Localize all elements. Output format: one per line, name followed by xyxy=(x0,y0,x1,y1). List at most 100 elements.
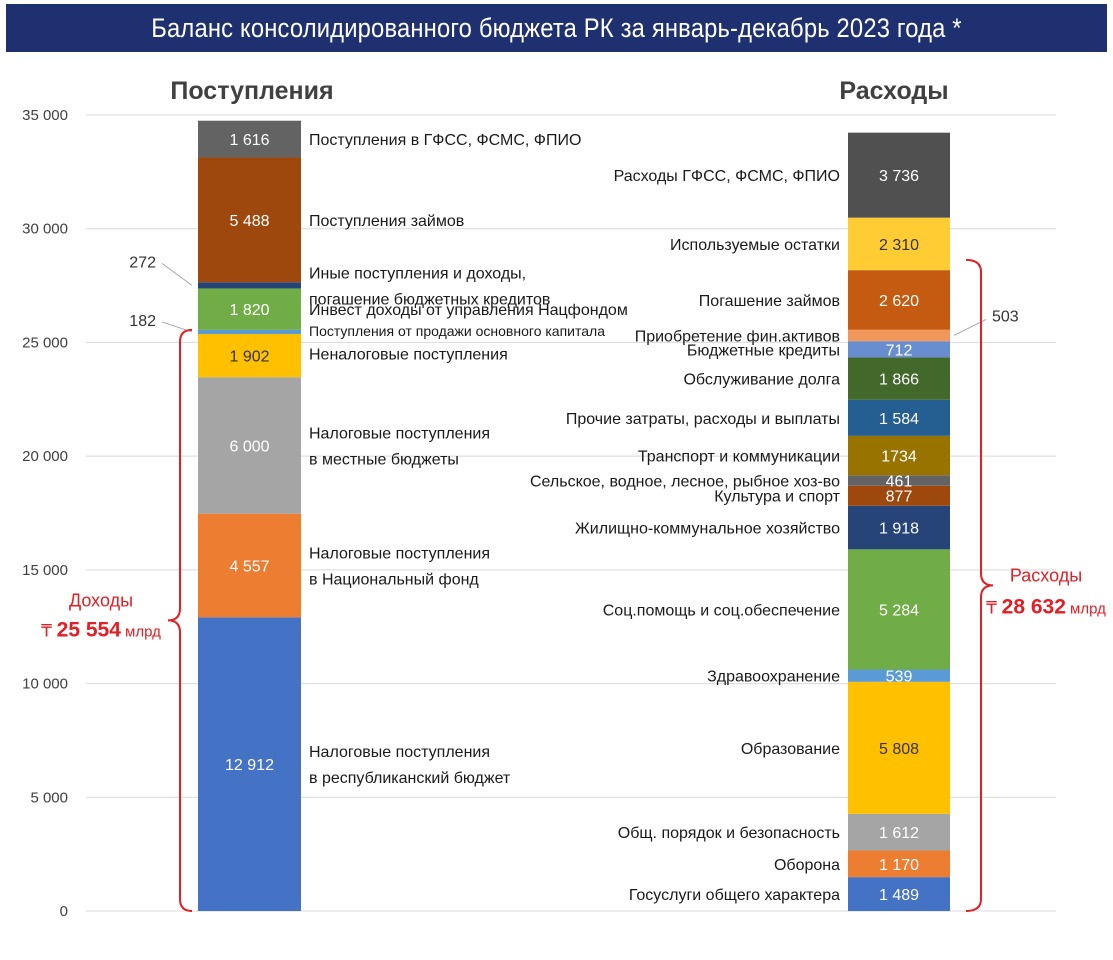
category-label: Соц.помощь и соц.обеспечение xyxy=(603,602,840,619)
bar-segment xyxy=(848,217,950,271)
data-label: 1 820 xyxy=(229,302,269,319)
data-label: 1 866 xyxy=(879,372,919,389)
category-label: Поступления от продажи основного капитал… xyxy=(309,323,605,339)
chart-svg: 0 5 000 10 000 15 000 20 000 25 000 30 000 35 0… xyxy=(22,77,1106,920)
bar-segment xyxy=(198,282,301,289)
category-label: Погашение займов xyxy=(699,293,840,310)
total-label: Расходы xyxy=(1010,565,1082,585)
y-tick-label: 35 000 xyxy=(22,107,68,124)
data-label: 182 xyxy=(129,313,156,330)
category-label: Неналоговые поступления xyxy=(309,347,508,364)
category-label: Налоговые поступления xyxy=(309,425,490,442)
data-label: 12 912 xyxy=(225,757,274,774)
category-label: Обслуживание долга xyxy=(683,372,840,389)
column-header-left: Поступления xyxy=(170,77,333,105)
bar-segment xyxy=(848,813,950,851)
category-label: погашение бюджетных кредитов xyxy=(309,291,550,308)
data-label: 5 284 xyxy=(879,602,919,619)
data-label: 539 xyxy=(886,669,913,686)
data-label: 1734 xyxy=(881,449,917,466)
category-label: Поступления в ГФСС, ФСМС, ФПИО xyxy=(309,132,581,149)
data-label: 4 557 xyxy=(229,559,269,576)
data-label: 1 612 xyxy=(879,825,919,842)
bar-segment xyxy=(848,549,950,670)
data-label: 5 488 xyxy=(229,213,269,230)
category-label: в местные бюджеты xyxy=(309,451,459,468)
bar-segment xyxy=(848,681,950,814)
category-label: Госуслуги общего характера xyxy=(629,887,840,904)
category-label: Иные поступления и доходы, xyxy=(309,265,526,282)
category-label: Общ. порядок и безопасность xyxy=(618,825,840,842)
y-tick-label: 10 000 xyxy=(22,676,68,693)
category-label: Налоговые поступления xyxy=(309,546,490,563)
bar-segment xyxy=(848,485,950,506)
bar-segment xyxy=(198,333,301,378)
category-label: Транспорт и коммуникации xyxy=(638,449,840,466)
bar-segment xyxy=(848,341,950,358)
leader-line xyxy=(161,262,193,286)
y-tick-label: 15 000 xyxy=(22,562,68,579)
category-label: Поступления займов xyxy=(309,213,464,230)
data-label: 2 310 xyxy=(879,237,919,254)
total-label: Доходы xyxy=(69,590,133,610)
category-label: Жилищно-коммунальное хозяйство xyxy=(575,521,840,538)
category-label: Культура и спорт xyxy=(714,489,840,506)
y-tick-label: 30 000 xyxy=(22,221,68,238)
bar-segment xyxy=(848,270,950,330)
data-label: 1 902 xyxy=(229,349,269,366)
data-label: 3 736 xyxy=(879,168,919,185)
bar-segment xyxy=(848,505,950,550)
bar-segment xyxy=(848,435,950,476)
category-label: Образование xyxy=(741,741,840,758)
bar-segment xyxy=(198,513,301,618)
column-header-right: Расходы xyxy=(839,77,948,105)
bar-segment xyxy=(848,475,950,486)
revenue-brace xyxy=(167,328,193,912)
data-label: 1 489 xyxy=(879,887,919,904)
category-label: Оборона xyxy=(774,857,840,874)
y-tick-label: 20 000 xyxy=(22,448,68,465)
data-label: 1 918 xyxy=(879,521,919,538)
bar-segment xyxy=(198,157,301,283)
bar-segment xyxy=(198,377,301,514)
total-value: ₸ 25 554 млрд xyxy=(41,618,161,641)
category-label: Прочие затраты, расходы и выплаты xyxy=(566,411,840,428)
total-value: ₸ 28 632 млрд xyxy=(986,595,1106,618)
bar-segment xyxy=(848,850,950,878)
category-label: Используемые остатки xyxy=(670,237,840,254)
bar-segment xyxy=(198,329,301,334)
bar-segment xyxy=(848,669,950,682)
y-tick-label: 25 000 xyxy=(22,334,68,351)
data-label: 6 000 xyxy=(229,438,269,455)
expenses-brace xyxy=(965,258,994,912)
chart-title: Баланс консолидированного бюджета РК за … xyxy=(151,12,962,43)
data-label: 877 xyxy=(886,489,913,506)
chart-panel: 0 5 000 10 000 15 000 20 000 25 000 30 000 35 0… xyxy=(6,60,1107,956)
bar-segment xyxy=(848,399,950,436)
category-label: Налоговые поступления xyxy=(309,744,490,761)
data-label: 461 xyxy=(886,474,913,491)
data-label: 2 620 xyxy=(879,293,919,310)
data-label: 5 808 xyxy=(879,741,919,758)
category-label: Здравоохранение xyxy=(707,669,840,686)
category-label: в Национальный фонд xyxy=(309,572,479,589)
bar-segment xyxy=(848,329,950,342)
bar-segment xyxy=(198,288,301,330)
data-label: 1 584 xyxy=(879,411,919,428)
data-label: 1 616 xyxy=(229,132,269,149)
title-bar: Баланс консолидированного бюджета РК за … xyxy=(6,4,1107,52)
bar-segment xyxy=(848,132,950,218)
data-label: 503 xyxy=(992,308,1019,325)
data-label: 1 170 xyxy=(879,857,919,874)
category-label: в республиканский бюджет xyxy=(309,770,511,787)
category-label: Расходы ГФСС, ФСМС, ФПИО xyxy=(614,168,840,185)
category-label: Бюджетные кредиты xyxy=(687,342,840,359)
y-tick-label: 0 xyxy=(60,903,68,920)
category-label: Инвест доходы от управления Нацфондом xyxy=(309,302,628,319)
bar-segment xyxy=(198,617,301,911)
bar-segment xyxy=(848,877,950,911)
bar-segment xyxy=(848,357,950,400)
data-label: 712 xyxy=(886,342,913,359)
data-label: 272 xyxy=(129,254,156,271)
bar-segment xyxy=(198,120,301,158)
